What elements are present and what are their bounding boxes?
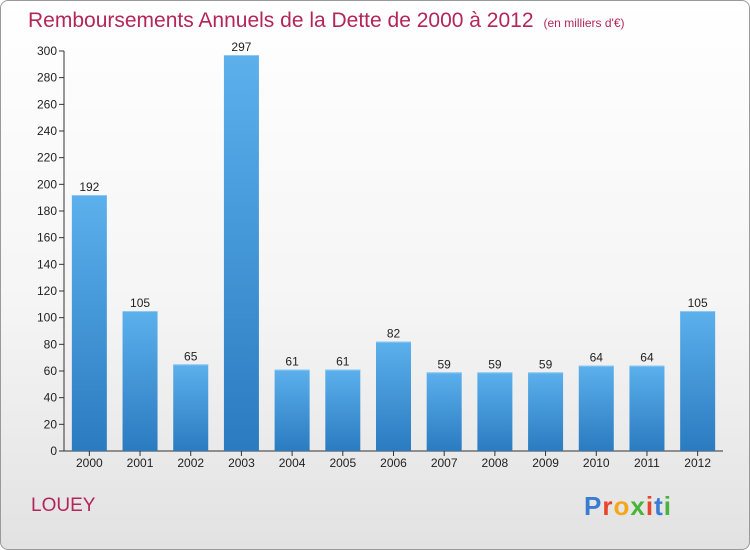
y-tick-label: 220 — [37, 151, 57, 165]
x-tick-label: 2007 — [431, 456, 458, 470]
x-tick-label: 2010 — [583, 456, 610, 470]
logo-letter: i — [645, 491, 655, 521]
bar-value-label: 59 — [488, 357, 502, 371]
bar — [223, 55, 259, 451]
y-tick-label: 0 — [50, 444, 57, 458]
bar-value-label: 105 — [130, 296, 150, 310]
logo-letter: o — [613, 491, 631, 521]
y-tick-label: 60 — [44, 364, 58, 378]
bar — [578, 365, 614, 451]
bar — [122, 311, 158, 451]
y-axis: 0 20 40 60 80 100 120 140 160 180 200 220 240 260 280 3… — [37, 44, 65, 458]
bar — [629, 365, 665, 451]
bar — [528, 372, 564, 451]
y-tick-label: 240 — [37, 124, 57, 138]
y-tick-label: 120 — [37, 284, 57, 298]
x-tick-label: 2002 — [177, 456, 204, 470]
bar-value-label: 64 — [640, 351, 654, 365]
y-tick-label: 280 — [37, 71, 57, 85]
y-tick-label: 20 — [44, 417, 58, 431]
bar — [274, 369, 310, 451]
y-tick-label: 140 — [37, 257, 57, 271]
logo-letter: P — [584, 491, 603, 521]
bar-value-label: 64 — [590, 351, 604, 365]
x-tick-label: 2008 — [482, 456, 509, 470]
y-tick-label: 180 — [37, 204, 57, 218]
y-tick-label: 100 — [37, 311, 57, 325]
bar-value-label: 59 — [438, 357, 452, 371]
x-axis: 2000 2001 2002 2003 2004 2005 2006 2007 2008 2009… — [64, 450, 723, 470]
logo-letter: x — [630, 491, 646, 521]
x-tick-label: 2011 — [634, 456, 660, 470]
y-tick-label: 260 — [37, 97, 57, 111]
bar — [426, 372, 462, 451]
bar — [680, 311, 716, 451]
place-label: LOUEY — [31, 495, 96, 516]
x-tick-label: 2003 — [228, 456, 255, 470]
x-tick-label: 2006 — [380, 456, 407, 470]
bar-value-label: 297 — [231, 40, 251, 54]
bar — [376, 341, 411, 451]
bar — [71, 195, 107, 451]
bar-value-label: 105 — [688, 296, 708, 310]
bar — [173, 364, 209, 451]
y-tick-label: 300 — [37, 44, 57, 58]
bar-value-label: 82 — [387, 327, 401, 341]
logo-letter: r — [602, 491, 614, 521]
y-tick-label: 40 — [44, 391, 58, 405]
y-tick-label: 160 — [37, 231, 57, 245]
bar-value-label: 65 — [184, 349, 198, 363]
x-tick-label: 2009 — [532, 456, 559, 470]
logo-letter: i — [663, 491, 672, 521]
bars: 192 105 65 297 61 61 82 59 59 59 64 64 105 — [71, 40, 716, 451]
proxiti-logo: Proxiti — [584, 491, 672, 522]
bar — [325, 369, 361, 451]
bar-value-label: 192 — [79, 180, 99, 194]
chart-title: Remboursements Annuels de la Dette de 20… — [28, 9, 625, 33]
bar-value-label: 61 — [336, 355, 350, 369]
bar — [477, 372, 513, 451]
y-tick-label: 200 — [37, 177, 57, 191]
logo-letter: t — [654, 491, 664, 521]
x-tick-label: 2012 — [684, 456, 711, 470]
x-tick-label: 2005 — [329, 456, 356, 470]
chart-title-text: Remboursements Annuels de la Dette de 20… — [28, 9, 534, 32]
bar-value-label: 59 — [539, 357, 553, 371]
x-tick-label: 2000 — [76, 456, 103, 470]
x-tick-label: 2004 — [279, 456, 306, 470]
bar-value-label: 61 — [285, 355, 299, 369]
chart-subtitle: (en milliers d'€) — [543, 16, 625, 30]
x-tick-label: 2001 — [127, 456, 154, 470]
y-tick-label: 80 — [44, 337, 58, 351]
